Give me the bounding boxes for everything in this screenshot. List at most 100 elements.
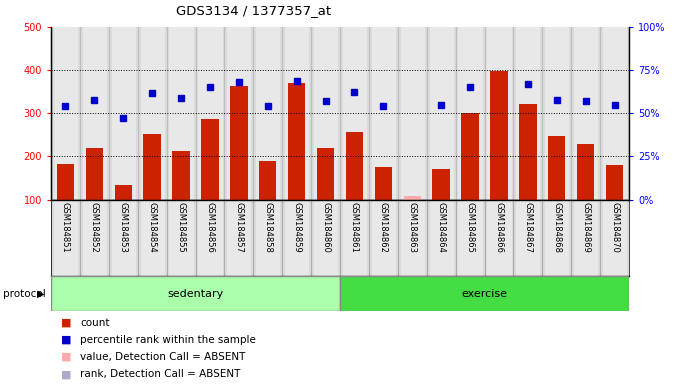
Bar: [372, 27, 395, 200]
Bar: [311, 200, 340, 276]
Bar: [430, 27, 453, 200]
Bar: [167, 27, 196, 200]
Bar: [484, 200, 513, 276]
Text: percentile rank within the sample: percentile rank within the sample: [80, 335, 256, 345]
Bar: [51, 276, 340, 311]
Text: GSM184865: GSM184865: [466, 202, 475, 253]
Bar: [543, 200, 571, 276]
Bar: [456, 200, 484, 276]
Bar: [403, 196, 421, 200]
Bar: [513, 200, 543, 276]
Bar: [398, 27, 427, 200]
Bar: [137, 200, 167, 276]
Bar: [343, 200, 366, 276]
Bar: [224, 200, 254, 276]
Bar: [80, 200, 109, 276]
Bar: [545, 200, 568, 276]
Text: GSM184870: GSM184870: [610, 202, 619, 253]
Bar: [227, 200, 250, 276]
Bar: [340, 200, 369, 276]
Bar: [112, 200, 135, 276]
Bar: [401, 200, 424, 276]
Bar: [141, 27, 164, 200]
Bar: [603, 27, 626, 200]
Text: GSM184858: GSM184858: [263, 202, 272, 253]
Bar: [57, 164, 74, 200]
Text: GSM184862: GSM184862: [379, 202, 388, 253]
Bar: [196, 200, 224, 276]
Text: rank, Detection Call = ABSENT: rank, Detection Call = ABSENT: [80, 369, 241, 379]
Bar: [167, 200, 196, 276]
Bar: [369, 200, 398, 276]
Bar: [285, 200, 308, 276]
Text: GSM184859: GSM184859: [292, 202, 301, 253]
Bar: [109, 200, 137, 276]
Text: ■: ■: [61, 369, 71, 379]
Bar: [51, 200, 80, 276]
Bar: [427, 200, 456, 276]
Bar: [285, 27, 308, 200]
Text: GSM184868: GSM184868: [552, 202, 561, 253]
Bar: [199, 27, 222, 200]
Text: ■: ■: [61, 335, 71, 345]
Bar: [314, 200, 337, 276]
Bar: [54, 200, 77, 276]
Text: GSM184852: GSM184852: [90, 202, 99, 253]
Bar: [86, 148, 103, 200]
Bar: [137, 27, 167, 200]
Bar: [169, 27, 192, 200]
Bar: [458, 27, 481, 200]
Text: GSM184861: GSM184861: [350, 202, 359, 253]
Text: protocol: protocol: [3, 289, 46, 299]
Bar: [227, 27, 250, 200]
Text: GSM184856: GSM184856: [205, 202, 214, 253]
Bar: [224, 27, 254, 200]
Bar: [458, 200, 481, 276]
Bar: [340, 276, 629, 311]
Bar: [311, 27, 340, 200]
Bar: [571, 27, 600, 200]
Bar: [516, 27, 539, 200]
Bar: [169, 200, 192, 276]
Bar: [513, 27, 543, 200]
Bar: [543, 27, 571, 200]
Bar: [109, 27, 137, 200]
Bar: [201, 119, 219, 200]
Bar: [516, 200, 539, 276]
Text: GSM184860: GSM184860: [321, 202, 330, 253]
Text: exercise: exercise: [462, 289, 507, 299]
Bar: [288, 83, 305, 200]
Bar: [256, 200, 279, 276]
Text: ▶: ▶: [37, 289, 44, 299]
Bar: [488, 27, 511, 200]
Bar: [398, 200, 427, 276]
Bar: [372, 200, 395, 276]
Bar: [369, 27, 398, 200]
Bar: [199, 200, 222, 276]
Bar: [571, 200, 600, 276]
Text: count: count: [80, 318, 109, 328]
Bar: [401, 27, 424, 200]
Bar: [83, 27, 106, 200]
Text: GSM184867: GSM184867: [524, 202, 532, 253]
Bar: [54, 27, 77, 200]
Bar: [112, 27, 135, 200]
Bar: [574, 200, 597, 276]
Bar: [430, 200, 453, 276]
Bar: [340, 27, 369, 200]
Text: GSM184854: GSM184854: [148, 202, 156, 253]
Text: GSM184863: GSM184863: [408, 202, 417, 253]
Bar: [520, 104, 537, 200]
Bar: [173, 151, 190, 200]
Bar: [600, 27, 629, 200]
Text: ■: ■: [61, 352, 71, 362]
Text: GSM184853: GSM184853: [119, 202, 128, 253]
Bar: [51, 27, 80, 200]
Bar: [253, 27, 282, 200]
Bar: [574, 27, 597, 200]
Bar: [253, 200, 282, 276]
Bar: [256, 27, 279, 200]
Text: GSM184864: GSM184864: [437, 202, 445, 253]
Text: GSM184851: GSM184851: [61, 202, 70, 253]
Bar: [427, 27, 456, 200]
